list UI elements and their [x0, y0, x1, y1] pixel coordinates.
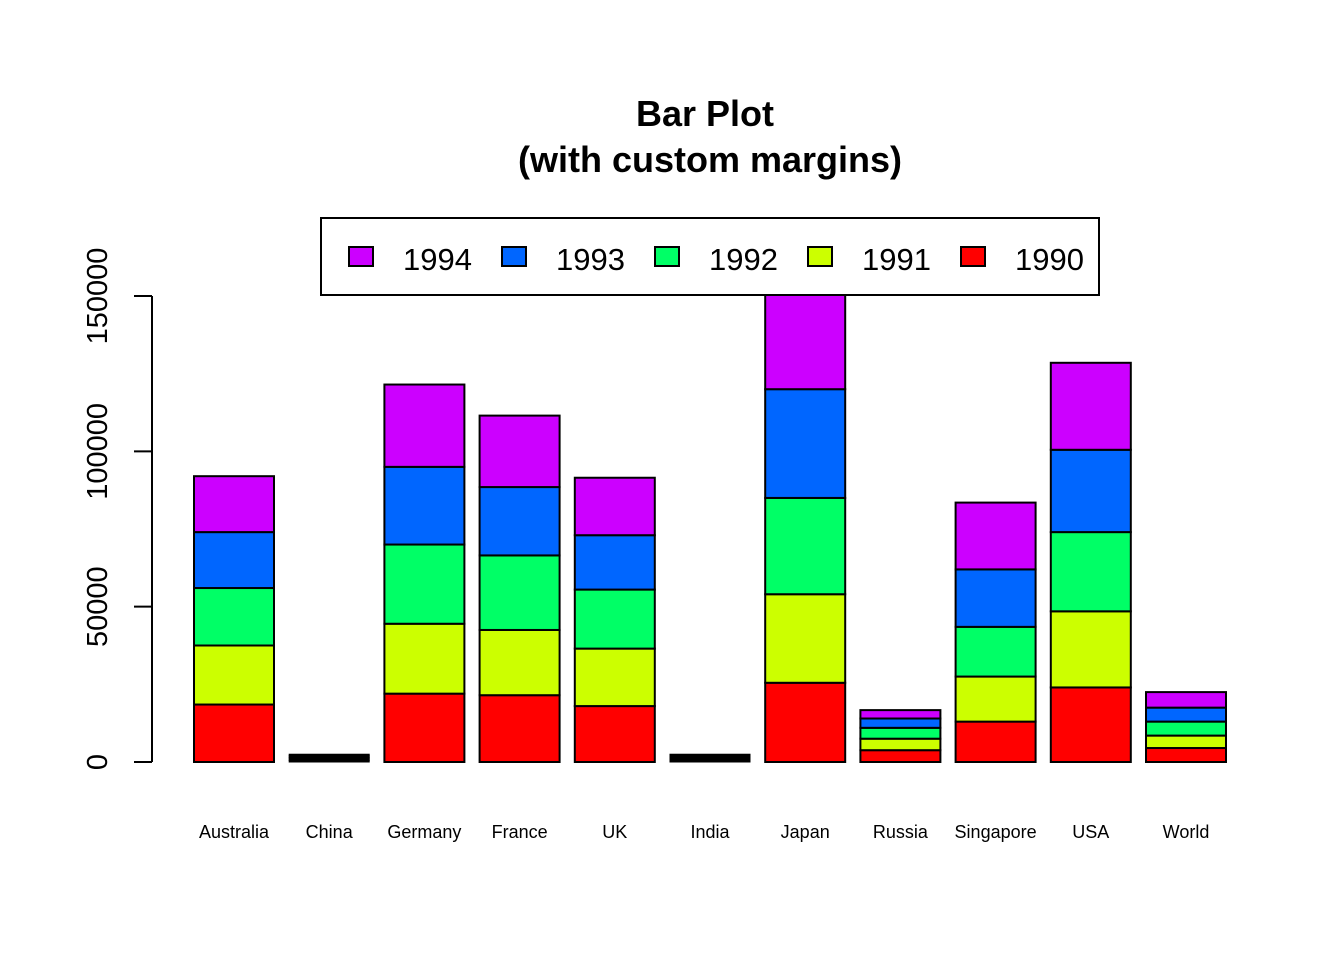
bar-segment	[383, 692, 466, 763]
bar-segment	[573, 534, 656, 591]
y-tick-label: 150000	[82, 248, 114, 345]
category-label: France	[492, 822, 548, 842]
bar-segment	[1049, 531, 1132, 613]
bar-segment	[193, 644, 275, 706]
bar-segment	[669, 753, 751, 757]
bar-segment	[383, 383, 466, 468]
chart-title: Bar Plot	[636, 93, 774, 134]
bar-segment	[478, 486, 561, 557]
category-label: Singapore	[955, 822, 1037, 842]
legend-swatch	[807, 246, 833, 267]
bar-segment	[288, 753, 370, 757]
bar-segment	[954, 568, 1037, 628]
bar-segment	[859, 709, 942, 720]
legend-swatch	[501, 246, 527, 267]
y-tick-label: 100000	[82, 403, 114, 500]
bar-segment	[1049, 610, 1132, 689]
category-label: Japan	[781, 822, 830, 842]
legend-swatch	[348, 246, 374, 267]
bar-segment	[954, 720, 1037, 764]
bar-segment	[193, 587, 275, 647]
legend-swatch	[654, 246, 680, 267]
bar-segment	[193, 531, 275, 590]
bar-segment	[954, 675, 1037, 723]
legend-label: 1994	[403, 242, 472, 277]
bar-segment	[383, 543, 466, 625]
bar-segment	[859, 749, 942, 763]
bar-segment	[859, 717, 942, 729]
bar-segment	[859, 726, 942, 740]
category-label: Russia	[873, 822, 929, 842]
category-labels: Australia China Germany France UK India Japan R…	[199, 822, 1209, 842]
bar-segment	[573, 476, 656, 537]
bar-segment	[193, 475, 275, 534]
bar-segment	[764, 291, 847, 391]
category-label: China	[306, 822, 354, 842]
bar-segment	[1145, 720, 1227, 737]
legend-swatch	[960, 246, 986, 267]
bar-segment	[573, 705, 656, 764]
bar-segment	[478, 414, 561, 489]
bars	[193, 291, 1227, 764]
bar-segment	[478, 628, 561, 697]
y-tick-label: 50000	[82, 566, 114, 647]
bar-segment	[383, 465, 466, 546]
y-axis: 0 50000 100000 150000	[82, 248, 153, 770]
bar-segment	[573, 647, 656, 708]
bar-segment	[1145, 747, 1227, 764]
bar-segment	[859, 737, 942, 752]
legend-label: 1993	[556, 242, 625, 277]
bar-segment	[383, 622, 466, 695]
bar-segment	[1145, 691, 1227, 709]
bar-segment	[1145, 734, 1227, 750]
bar-segment	[478, 554, 561, 631]
bar-segment	[573, 588, 656, 650]
bar-segment	[1049, 686, 1132, 763]
bar-segment	[1049, 361, 1132, 451]
bar-segment	[193, 703, 275, 764]
category-label: Germany	[387, 822, 461, 842]
chart-subtitle: (with custom margins)	[518, 139, 902, 180]
bar-segment	[954, 501, 1037, 571]
category-label: USA	[1072, 822, 1109, 842]
category-label: Australia	[199, 822, 270, 842]
bar-segment	[764, 681, 847, 764]
y-tick-label: 0	[82, 754, 114, 770]
legend: 1994 1993 1992 1991 1990	[320, 217, 1100, 296]
category-label: UK	[602, 822, 627, 842]
bar-segment	[764, 496, 847, 596]
bar-segment	[954, 625, 1037, 678]
bar-segment	[764, 593, 847, 684]
category-label: World	[1163, 822, 1210, 842]
bar-segment	[1145, 706, 1227, 723]
legend-label: 1990	[1015, 242, 1084, 277]
bar-segment	[764, 388, 847, 499]
legend-label: 1992	[709, 242, 778, 277]
legend-label: 1991	[862, 242, 931, 277]
bar-segment	[478, 694, 561, 763]
bar-segment	[1049, 448, 1132, 534]
category-label: India	[690, 822, 730, 842]
